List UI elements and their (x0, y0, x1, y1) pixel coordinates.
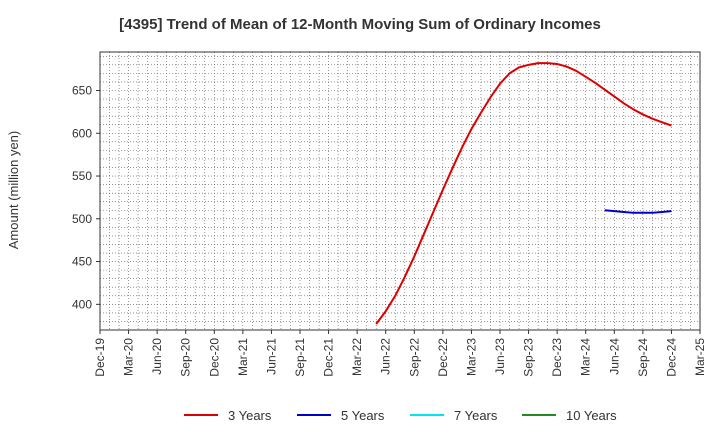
legend-swatch (184, 414, 218, 416)
x-tick-label: Dec-24 (664, 338, 678, 377)
x-tick-label: Dec-23 (550, 338, 564, 377)
y-tick-label: 650 (72, 83, 92, 97)
y-tick-label: 550 (72, 169, 92, 183)
x-tick-label: Dec-19 (93, 338, 107, 377)
legend-swatch (410, 414, 444, 416)
legend-item: 10 Years (522, 404, 617, 426)
x-tick-label: Jun-23 (493, 338, 507, 375)
grid (100, 52, 700, 330)
x-tick-label: Sep-20 (179, 338, 193, 377)
legend-label: 7 Years (454, 407, 498, 423)
legend-label: 5 Years (341, 407, 385, 423)
series-line-3-years (375, 62, 672, 325)
series-line-5-years (604, 209, 672, 214)
x-tick-label: Mar-24 (579, 338, 593, 376)
y-tick-label: 600 (72, 126, 92, 140)
series-lines (375, 62, 672, 325)
x-tick-label: Sep-24 (636, 338, 650, 377)
plot-border (99, 51, 701, 331)
x-tick-label: Sep-23 (522, 338, 536, 377)
legend-label: 10 Years (566, 407, 617, 423)
legend-swatch (522, 414, 556, 416)
legend-item: 3 Years (184, 404, 271, 426)
x-tick-label: Jun-20 (150, 338, 164, 375)
x-tick-label: Mar-22 (350, 338, 364, 376)
legend-item: 7 Years (410, 404, 497, 426)
legend: 3 Years 5 Years 7 Years 10 Years (0, 404, 720, 426)
y-tick-label: 500 (72, 212, 92, 226)
y-tick-label: 400 (72, 297, 92, 311)
x-tick-label: Mar-23 (464, 338, 478, 376)
x-tick-label: Dec-21 (322, 338, 336, 377)
legend-swatch (297, 414, 331, 416)
x-tick-label: Mar-21 (236, 338, 250, 376)
plot-area (100, 52, 700, 330)
x-tick-label: Mar-20 (122, 338, 136, 376)
legend-item: 5 Years (297, 404, 384, 426)
x-tick-label: Mar-25 (693, 338, 707, 376)
x-tick-label: Sep-21 (293, 338, 307, 377)
x-tick-label: Dec-20 (207, 338, 221, 377)
x-tick-label: Sep-22 (407, 338, 421, 377)
chart-title: [4395] Trend of Mean of 12-Month Moving … (119, 16, 601, 33)
x-tick-label: Jun-22 (379, 338, 393, 375)
legend-label: 3 Years (228, 407, 272, 423)
axes: 400 450 500 550 600 650 Dec-19 Mar-20 Jun-20 Sep-… (72, 51, 707, 377)
x-tick-label: Jun-21 (264, 338, 278, 375)
x-tick-label: Dec-22 (436, 338, 450, 377)
y-axis-label: Amount (million yen) (6, 131, 21, 250)
x-tick-label: Jun-24 (607, 338, 621, 375)
y-tick-label: 450 (72, 255, 92, 269)
